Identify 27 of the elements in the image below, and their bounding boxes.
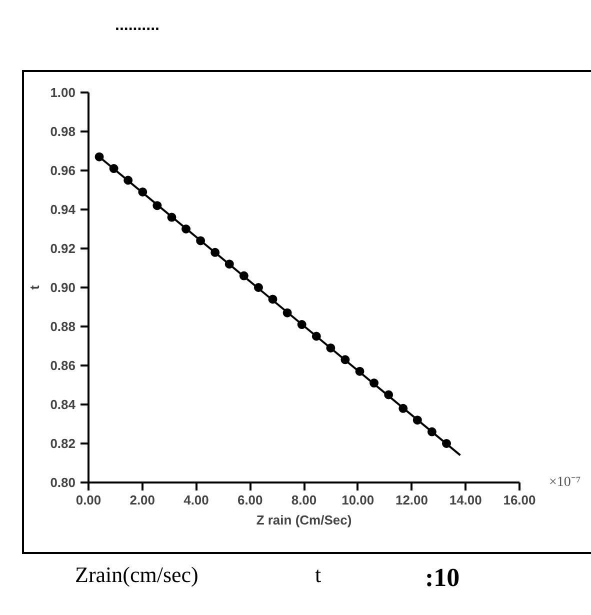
y-tick-label: 1.00 xyxy=(50,85,76,100)
x-tick-label: 8.00 xyxy=(291,492,317,508)
y-tick-label: 0.88 xyxy=(50,319,76,334)
x-axis-title: Z rain (Cm/Sec) xyxy=(256,512,352,528)
y-tick-label: 0.86 xyxy=(50,358,76,373)
y-tick-label: 0.98 xyxy=(50,124,76,139)
y-tick-label: 0.80 xyxy=(50,475,76,490)
text: ×10⁻⁷ xyxy=(549,474,581,492)
y-tick-label: 0.90 xyxy=(50,280,76,295)
y-tick-label: 0.84 xyxy=(50,397,76,412)
y-tick-label: 0.82 xyxy=(50,436,76,451)
y-axis-title: t xyxy=(27,284,42,290)
x-tick-label: 0.00 xyxy=(76,492,102,508)
x-tick-label: 4.00 xyxy=(184,492,209,508)
x-tick-label: 12.00 xyxy=(395,492,428,508)
text: :10 xyxy=(425,562,460,594)
y-tick-label: 0.94 xyxy=(50,202,76,217)
y-tick-label: 0.92 xyxy=(50,241,76,256)
x-tick-label: 16.00 xyxy=(503,492,536,508)
x-tick-label: 6.00 xyxy=(237,492,263,508)
x-tick-label: 14.00 xyxy=(449,492,482,508)
chart-title: .......... xyxy=(115,16,160,36)
text: Zrain(cm/sec) xyxy=(75,561,198,589)
y-tick-label: 0.96 xyxy=(50,163,76,178)
text: t xyxy=(315,561,322,589)
x-tick-label: 2.00 xyxy=(130,492,156,508)
x-tick-label: 10.00 xyxy=(342,492,374,508)
